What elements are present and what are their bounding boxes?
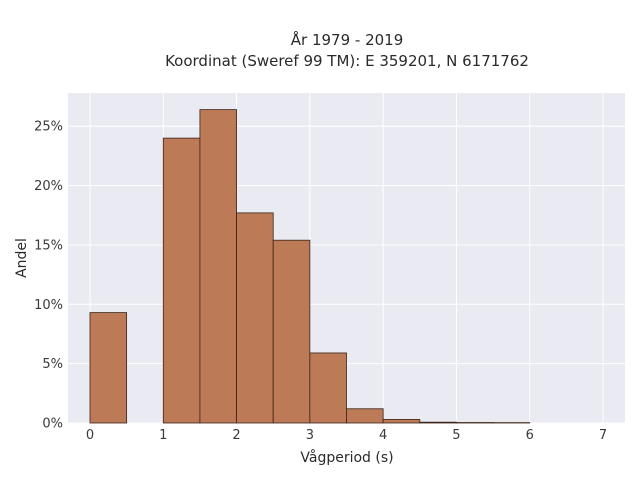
y-tick-label: 25%	[34, 120, 63, 135]
histogram-bar	[89, 312, 128, 424]
x-tick-label: 5	[452, 428, 460, 443]
x-tick-label: 4	[379, 428, 387, 443]
histogram-bar	[346, 408, 384, 424]
y-tick-label: 20%	[34, 179, 63, 194]
histogram-bar	[236, 212, 274, 424]
x-tick-label: 0	[86, 428, 94, 443]
y-tick-label: 5%	[42, 357, 63, 372]
x-tick-label: 2	[232, 428, 240, 443]
histogram-bar	[382, 419, 421, 424]
x-axis-label: Vågperiod (s)	[300, 449, 393, 466]
x-tick-label: 3	[306, 428, 314, 443]
chart-title-line1: År 1979 - 2019	[291, 30, 404, 49]
x-tick-label: 6	[526, 428, 534, 443]
bars-layer	[89, 109, 531, 424]
y-tick-label: 15%	[34, 238, 63, 253]
x-tick-label: 7	[599, 428, 607, 443]
histogram-bar	[162, 137, 201, 424]
y-tick-label: 10%	[34, 298, 63, 313]
x-tick-label: 1	[159, 428, 167, 443]
y-tick-label: 0%	[42, 417, 63, 432]
histogram-bar	[309, 352, 347, 424]
y-axis-label: Andel	[14, 238, 30, 278]
ticks-layer: 0 1 2 3 4 5 6 7 0% 5% 10% 15% 20% 25%	[34, 120, 607, 443]
histogram-bar	[272, 239, 311, 424]
histogram-bar	[199, 109, 237, 424]
histogram-bar	[419, 421, 457, 424]
chart-title-line2: Koordinat (Sweref 99 TM): E 359201, N 61…	[165, 52, 529, 70]
